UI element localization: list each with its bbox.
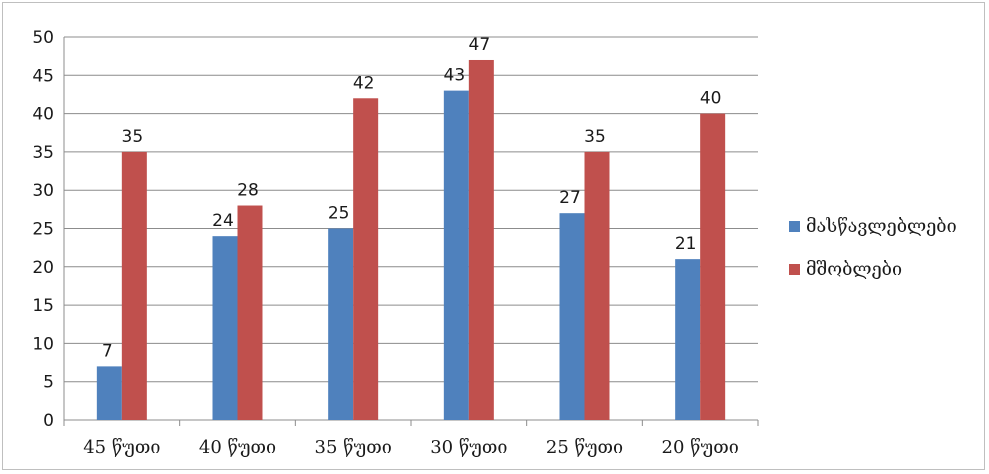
x-tick-label: 45 წუთი xyxy=(83,437,160,458)
bar-parents xyxy=(237,205,263,420)
legend-swatch xyxy=(789,221,800,232)
data-label: 24 xyxy=(212,211,234,231)
y-tick-label: 0 xyxy=(43,411,54,431)
bar-teachers xyxy=(96,366,122,420)
y-tick-label: 40 xyxy=(32,105,54,125)
data-label: 47 xyxy=(469,35,491,55)
y-tick-label: 50 xyxy=(32,28,54,48)
x-tick-label: 40 წუთი xyxy=(199,437,276,458)
bar-teachers xyxy=(675,259,701,420)
y-tick-label: 15 xyxy=(32,296,54,316)
data-label: 28 xyxy=(237,181,259,201)
data-label: 27 xyxy=(559,188,581,208)
data-label: 43 xyxy=(444,66,466,86)
data-label: 42 xyxy=(353,73,375,93)
y-tick-label: 20 xyxy=(32,258,54,278)
y-tick-label: 30 xyxy=(32,181,54,201)
bar-parents xyxy=(468,59,494,420)
y-tick-label: 5 xyxy=(43,373,54,393)
bar-parents xyxy=(584,151,610,420)
legend-swatch xyxy=(789,264,800,275)
x-tick-label: 25 წუთი xyxy=(546,437,623,458)
bar-teachers xyxy=(328,228,354,420)
data-label: 21 xyxy=(675,234,697,254)
x-tick-label: 35 წუთი xyxy=(315,437,392,458)
data-label: 35 xyxy=(122,127,144,147)
y-tick-label: 10 xyxy=(32,334,54,354)
x-tick-label: 30 წუთი xyxy=(430,437,507,458)
bar-parents xyxy=(700,113,726,420)
data-label: 25 xyxy=(328,204,350,224)
legend-label: მშობლები xyxy=(806,259,902,280)
bar-teachers xyxy=(559,213,585,420)
data-label: 35 xyxy=(584,127,606,147)
data-label: 7 xyxy=(102,341,113,361)
x-tick-label: 20 წუთი xyxy=(662,437,739,458)
bar-teachers xyxy=(212,236,238,420)
bar-parents xyxy=(353,98,379,420)
y-tick-label: 45 xyxy=(32,66,54,86)
bar-teachers xyxy=(443,90,469,421)
legend-label: მასწავლებლები xyxy=(806,216,957,237)
bar-parents xyxy=(121,151,147,420)
data-label: 40 xyxy=(700,89,722,109)
y-tick-label: 25 xyxy=(32,220,54,240)
y-tick-label: 35 xyxy=(32,143,54,163)
